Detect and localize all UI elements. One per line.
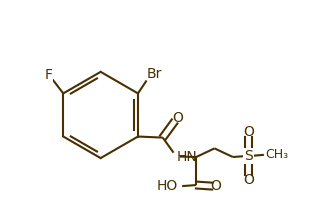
Text: CH₃: CH₃	[266, 148, 289, 161]
Text: F: F	[45, 68, 52, 82]
Text: S: S	[244, 149, 253, 163]
Text: O: O	[172, 110, 183, 125]
Text: O: O	[210, 179, 221, 193]
Text: O: O	[243, 125, 254, 139]
Text: Br: Br	[147, 67, 163, 81]
Text: O: O	[243, 173, 254, 187]
Text: HN: HN	[176, 150, 197, 164]
Text: HO: HO	[156, 179, 177, 193]
